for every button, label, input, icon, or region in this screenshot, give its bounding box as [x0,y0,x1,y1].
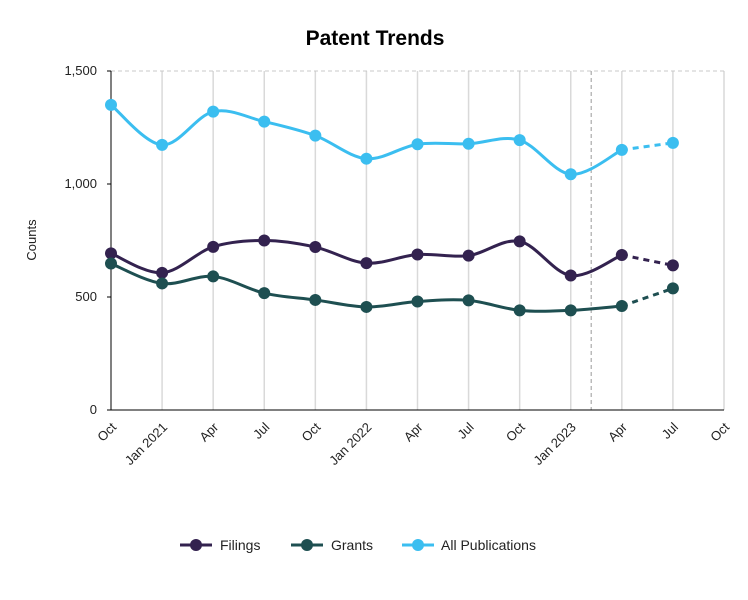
data-point [207,270,220,283]
legend-label: Grants [331,537,373,553]
x-tick-label: Apr [401,419,426,444]
legend-swatch-marker [190,539,202,551]
data-point [360,257,373,270]
data-point [156,138,169,151]
data-point [360,152,373,165]
data-point [615,143,628,156]
x-tick-label: Jan 2021 [122,420,170,468]
data-point [513,134,526,147]
y-tick-label: 0 [90,402,97,417]
legend-label: All Publications [441,537,536,553]
legend: Filings Grants All Publications [180,537,536,553]
data-point [258,287,271,300]
series-forecast-line-2 [621,141,674,152]
data-point [207,105,220,118]
data-point [309,129,322,142]
data-point [564,168,577,181]
x-tick-label: Apr [605,419,630,444]
data-point [615,248,628,261]
x-tick-label: Apr [196,419,221,444]
series-forecast-line-1 [621,286,674,308]
data-point [411,248,424,261]
data-point [105,247,117,260]
data-point [156,266,169,279]
series-forecast-line-0 [621,253,674,267]
data-point [360,300,373,313]
data-point [207,240,220,253]
x-tick-label: Oct [503,419,528,444]
y-tick-label: 500 [75,289,97,304]
chart-title: Patent Trends [306,27,445,50]
data-point [462,294,475,307]
series-layer [105,98,679,317]
data-point [105,98,117,111]
data-point [309,241,322,254]
data-point [615,300,628,313]
data-point [666,136,679,149]
data-point [513,304,526,317]
grid [111,70,725,410]
y-tick-label: 1,000 [64,176,97,191]
legend-label: Filings [220,537,260,553]
data-point [564,269,577,282]
data-point [156,277,169,290]
y-tick-label: 1,500 [64,63,97,78]
x-tick-label: Jan 2022 [326,420,374,468]
legend-swatch-marker [412,539,424,551]
legend-item-1: Grants [291,537,373,553]
data-point [513,235,526,248]
data-point [462,249,475,262]
legend-item-2: All Publications [402,537,536,553]
x-tick-label: Oct [299,419,324,444]
data-point [105,257,117,270]
x-tick-label: Jul [659,419,681,441]
data-point [462,137,475,150]
x-tick-label: Oct [707,419,732,444]
x-tick-label: Jan 2023 [530,420,578,468]
x-tick-label: Jul [250,419,272,441]
data-point [258,115,271,128]
data-point [666,282,679,295]
x-tick-label: Jul [454,419,476,441]
data-point [564,304,577,317]
legend-item-0: Filings [180,537,260,553]
legend-swatch-marker [301,539,313,551]
data-point [666,259,679,272]
data-point [411,138,424,151]
data-point [411,295,424,308]
y-axis-label: Counts [24,219,39,261]
x-tick-label: Oct [94,419,119,444]
data-point [258,234,271,247]
data-point [309,293,322,306]
